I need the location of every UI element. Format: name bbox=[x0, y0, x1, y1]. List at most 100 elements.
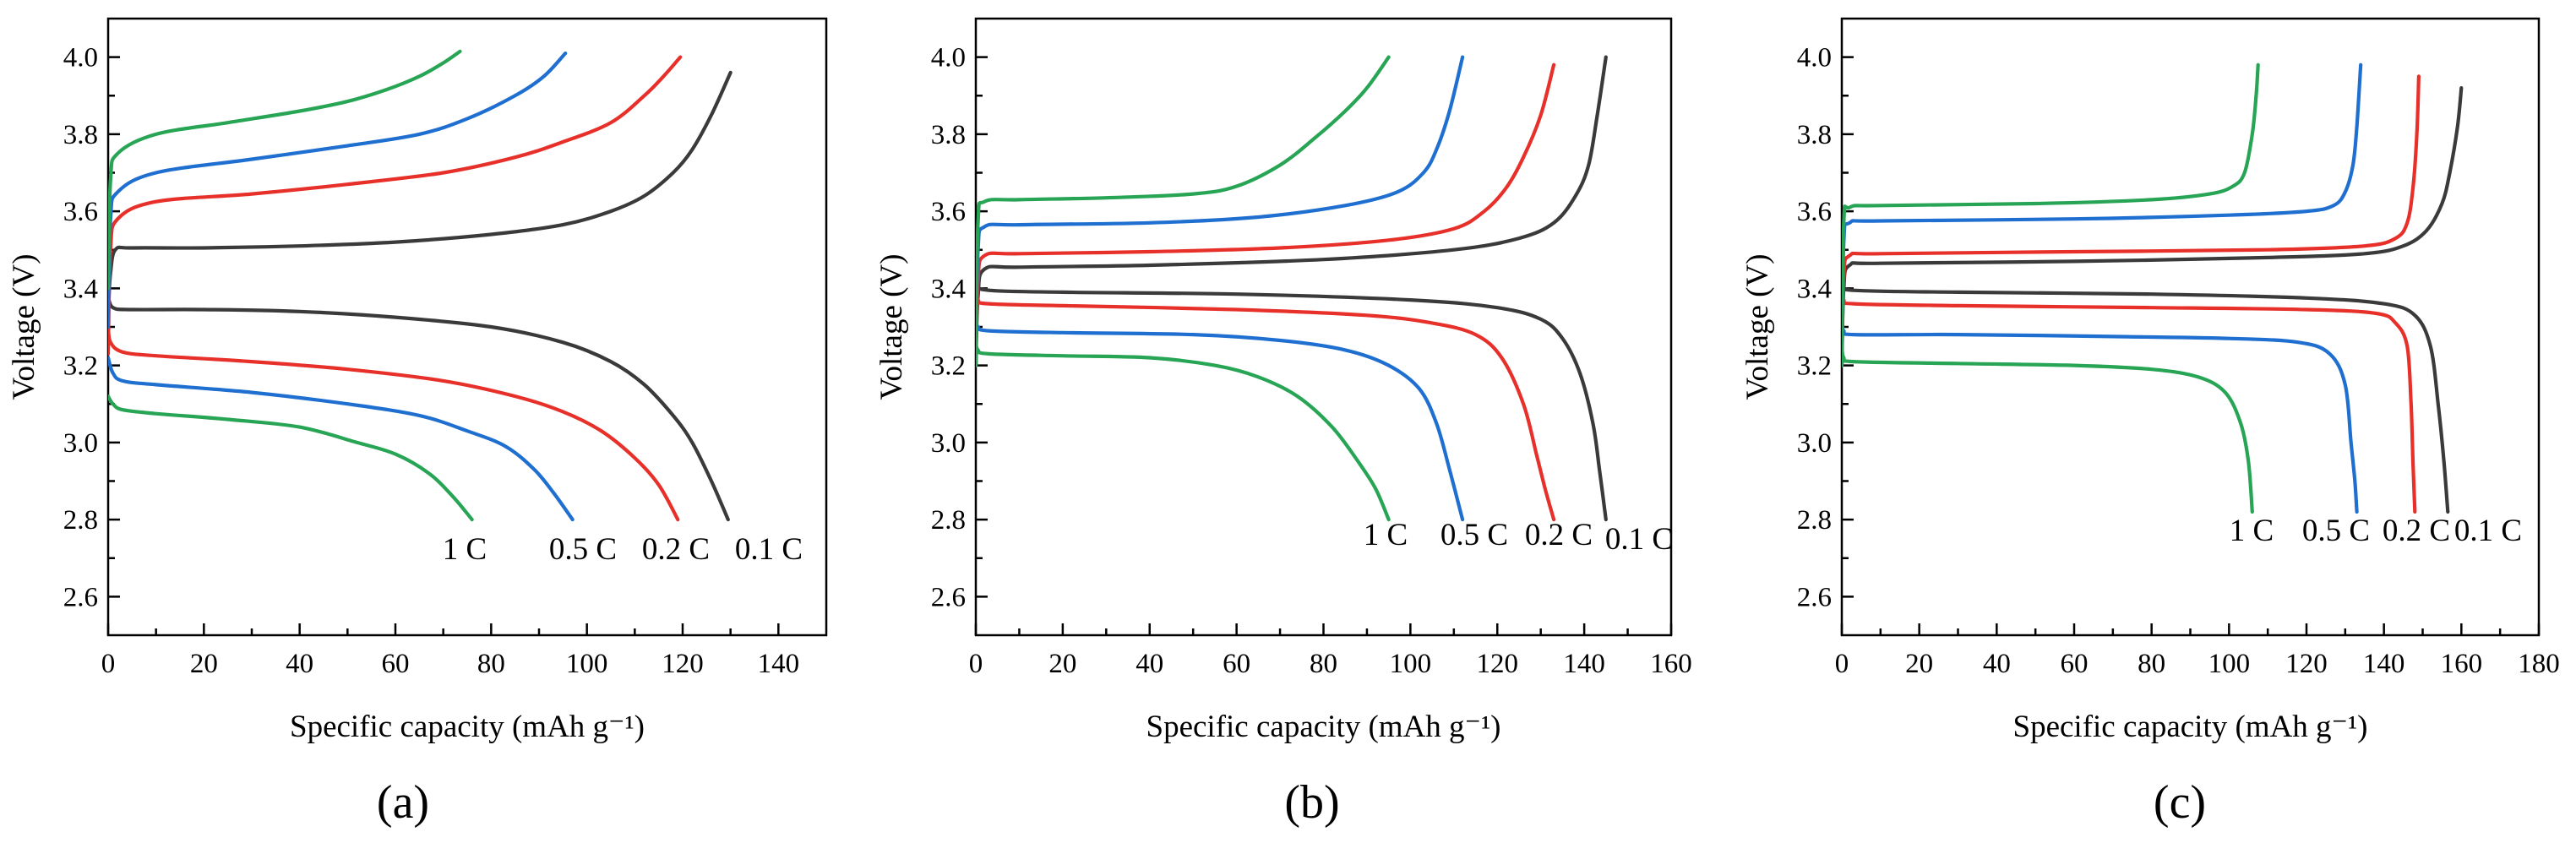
curve-0_2C-charge bbox=[108, 55, 683, 356]
x-tick-label: 100 bbox=[2208, 649, 2251, 679]
x-tick-label: 0 bbox=[1835, 649, 1849, 679]
y-tick-label: 2.6 bbox=[1797, 582, 1832, 612]
curve-0_5C-charge bbox=[108, 52, 568, 329]
curve-0_1C-discharge bbox=[1842, 267, 2450, 514]
x-axis-title: Specific capacity (mAh g⁻¹) bbox=[290, 710, 645, 744]
x-tick-label: 60 bbox=[1223, 649, 1250, 679]
y-tick-label: 3.6 bbox=[1797, 197, 1832, 227]
x-tick-label: 120 bbox=[662, 649, 704, 679]
curve-0_1C-discharge bbox=[976, 267, 1608, 522]
y-axis-title: Voltage (V) bbox=[7, 254, 41, 400]
curve-rate-label: 0.2 C bbox=[2383, 514, 2450, 548]
curve-rate-label: 0.2 C bbox=[642, 532, 710, 567]
x-tick-label: 120 bbox=[2285, 649, 2328, 679]
x-tick-label: 100 bbox=[1390, 649, 1432, 679]
x-tick-label: 0 bbox=[969, 649, 983, 679]
x-tick-label: 120 bbox=[1477, 649, 1519, 679]
y-tick-label: 3.4 bbox=[931, 274, 966, 304]
x-tick-label: 100 bbox=[566, 649, 608, 679]
curve-rate-label: 1 C bbox=[443, 532, 487, 567]
y-tick-label: 3.8 bbox=[931, 120, 966, 150]
panel-a: 0 20 40 60 80 100 120 140 2.6 2.8 3.0 3.2 3.4 3.6 3.8 4… bbox=[7, 17, 828, 829]
curve-0_1C-charge bbox=[976, 55, 1608, 367]
y-tick-label: 3.2 bbox=[63, 351, 98, 382]
curve-0_5C-discharge bbox=[1842, 321, 2359, 514]
curve-1C-discharge bbox=[1842, 344, 2254, 514]
y-tick-label: 3.0 bbox=[63, 428, 98, 459]
y-tick-label: 3.0 bbox=[1797, 428, 1832, 459]
y-tick-label: 4.0 bbox=[1797, 43, 1832, 73]
y-tick-label: 2.6 bbox=[63, 582, 98, 612]
panel-label: (a) bbox=[377, 776, 429, 829]
x-tick-label: 40 bbox=[286, 649, 313, 679]
y-tick-label: 3.4 bbox=[63, 274, 98, 304]
curve-rate-label: 0.5 C bbox=[1440, 518, 1508, 552]
y-tick-label: 3.4 bbox=[1797, 274, 1832, 304]
x-tick-label: 20 bbox=[1905, 649, 1933, 679]
panel-label: (c) bbox=[2154, 776, 2206, 829]
curve-rate-label: 0.2 C bbox=[1525, 518, 1593, 552]
curve-1C-discharge bbox=[976, 340, 1391, 522]
curve-0_5C-discharge bbox=[976, 317, 1465, 522]
x-tick-label: 160 bbox=[1650, 649, 1692, 679]
y-axis-title: Voltage (V) bbox=[874, 254, 909, 400]
curve-rate-label: 0.1 C bbox=[1605, 522, 1673, 557]
curve-0_2C-discharge bbox=[108, 324, 680, 522]
x-tick-label: 160 bbox=[2441, 649, 2483, 679]
y-tick-label: 4.0 bbox=[931, 43, 966, 73]
y-tick-label: 4.0 bbox=[63, 43, 98, 73]
curve-1C-discharge bbox=[108, 394, 474, 522]
y-tick-label: 3.8 bbox=[63, 120, 98, 150]
x-axis-title: Specific capacity (mAh g⁻¹) bbox=[1146, 710, 1501, 744]
y-tick-label: 3.2 bbox=[931, 351, 966, 382]
x-tick-label: 40 bbox=[1136, 649, 1163, 679]
curve-0_2C-charge bbox=[1842, 74, 2421, 367]
panel-b: 0 20 40 60 80 100 120 140 160 2.6 2.8 3.0 3.2 3.4 3.6 3… bbox=[874, 17, 1692, 829]
y-axis-title: Voltage (V) bbox=[1740, 254, 1775, 400]
x-tick-label: 40 bbox=[1983, 649, 2011, 679]
y-tick-label: 3.2 bbox=[1797, 351, 1832, 382]
curve-rate-label: 0.5 C bbox=[549, 532, 617, 567]
curve-0_2C-charge bbox=[976, 63, 1556, 367]
y-tick-label: 3.8 bbox=[1797, 120, 1832, 150]
curve-1C-charge bbox=[1842, 63, 2260, 367]
x-tick-label: 140 bbox=[2363, 649, 2405, 679]
curve-0_2C-discharge bbox=[1842, 286, 2417, 514]
curve-rate-label: 0.1 C bbox=[735, 532, 803, 567]
x-tick-label: 80 bbox=[2138, 649, 2165, 679]
curve-0_5C-discharge bbox=[108, 356, 575, 522]
x-tick-label: 0 bbox=[101, 649, 116, 679]
y-tick-label: 2.8 bbox=[63, 505, 98, 536]
curve-0_1C-charge bbox=[1842, 86, 2464, 367]
curve-0_2C-discharge bbox=[976, 286, 1556, 522]
curve-rate-label: 0.1 C bbox=[2454, 514, 2522, 548]
curve-0_5C-charge bbox=[976, 55, 1465, 367]
x-tick-label: 140 bbox=[1563, 649, 1605, 679]
y-tick-label: 2.8 bbox=[931, 505, 966, 536]
x-tick-label: 180 bbox=[2518, 649, 2560, 679]
panel-label: (b) bbox=[1284, 776, 1339, 829]
curve-rate-label: 1 C bbox=[1364, 518, 1408, 552]
x-tick-label: 60 bbox=[382, 649, 410, 679]
curve-rate-label: 0.5 C bbox=[2302, 514, 2370, 548]
x-tick-label: 20 bbox=[190, 649, 218, 679]
x-tick-label: 80 bbox=[477, 649, 505, 679]
curve-0_1C-discharge bbox=[108, 294, 730, 522]
curve-0_1C-charge bbox=[108, 70, 732, 313]
y-tick-label: 2.6 bbox=[931, 582, 966, 612]
curve-0_5C-charge bbox=[1842, 63, 2363, 367]
curve-rate-label: 1 C bbox=[2230, 514, 2274, 548]
x-tick-label: 140 bbox=[758, 649, 800, 679]
x-axis-title: Specific capacity (mAh g⁻¹) bbox=[2013, 710, 2368, 744]
y-tick-label: 2.8 bbox=[1797, 505, 1832, 536]
y-tick-label: 3.6 bbox=[931, 197, 966, 227]
x-tick-label: 20 bbox=[1048, 649, 1076, 679]
curve-1C-charge bbox=[108, 49, 462, 291]
x-tick-label: 60 bbox=[2061, 649, 2089, 679]
y-tick-label: 3.0 bbox=[931, 428, 966, 459]
x-tick-label: 80 bbox=[1310, 649, 1337, 679]
y-tick-label: 3.6 bbox=[63, 197, 98, 227]
panel-c: 0 20 40 60 80 100 120 140 160 180 2.6 2.8 3.0 3.2 3.4 3… bbox=[1740, 17, 2560, 829]
curve-1C-charge bbox=[976, 55, 1391, 367]
